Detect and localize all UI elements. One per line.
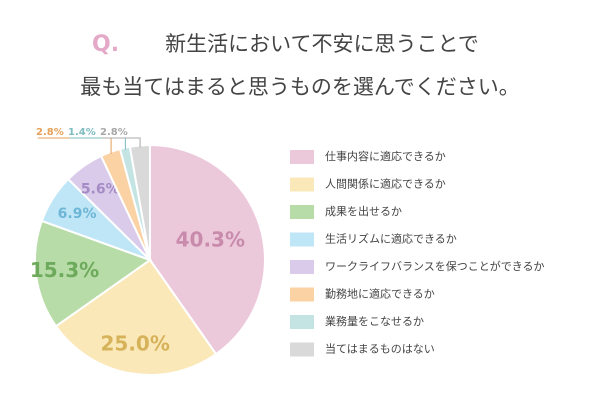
leader-line	[69, 137, 126, 150]
legend-label: 勤務地に適応できるか	[325, 287, 435, 301]
data-label: 25.0%	[100, 331, 169, 355]
data-label: 40.3%	[176, 227, 245, 251]
legend-swatch	[290, 177, 314, 192]
legend-label: 当てはまるものはない	[325, 342, 435, 356]
legend-label: 生活リズムに適応できるか	[325, 232, 457, 246]
leader-line	[37, 137, 112, 154]
leader-line	[101, 137, 141, 148]
data-label: 5.6%	[81, 182, 120, 198]
data-label: 2.8%	[36, 127, 64, 138]
data-label: 6.9%	[58, 206, 97, 222]
legend-swatch	[290, 315, 314, 329]
data-label: 15.3%	[30, 258, 99, 282]
pie-slice	[34, 219, 153, 328]
legend-label: 業務量をこなせるか	[325, 314, 424, 328]
data-label: 2.8%	[100, 127, 128, 138]
legend-label: 人間関係に適応できるか	[325, 177, 446, 191]
data-label: 1.4%	[68, 127, 96, 138]
legend-swatch	[290, 287, 314, 302]
legend-swatch	[290, 342, 314, 357]
chart-title: 新生活において不安に思うことで	[165, 32, 479, 56]
legend-swatch	[290, 232, 314, 247]
legend-swatch	[290, 150, 314, 164]
legend-label: 成果を出せるか	[325, 204, 402, 218]
pie-slice	[149, 143, 266, 356]
legend-swatch	[290, 205, 314, 219]
legend-swatch	[290, 260, 314, 274]
question-marker: Q.	[92, 32, 119, 57]
chart-title: 最も当てはまると思うものを選んでください。	[80, 75, 520, 99]
pie-slice	[54, 258, 218, 376]
legend-label: 仕事内容に適応できるか	[325, 149, 446, 163]
legend-label: ワークライフバランスを保つことができるか	[325, 259, 545, 273]
